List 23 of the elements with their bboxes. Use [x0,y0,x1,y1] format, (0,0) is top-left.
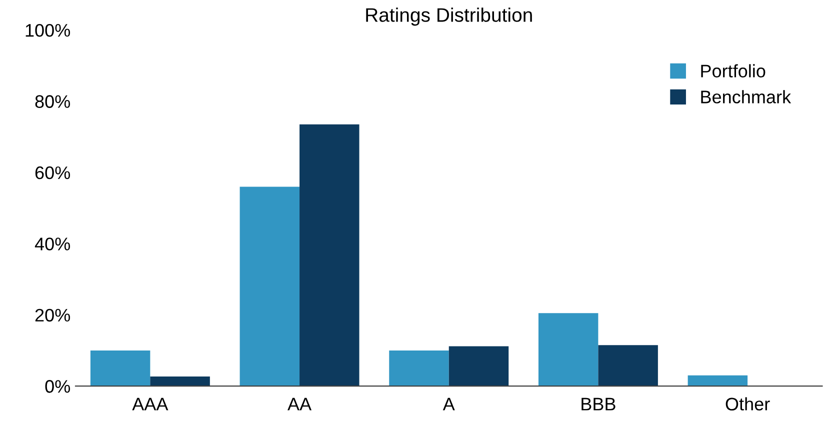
bar [240,186,300,386]
bar [90,350,150,386]
x-tick-label: BBB [582,398,616,410]
y-tick-label: 0% [45,380,70,393]
bar [300,124,360,386]
x-tick-label: AA [288,398,312,410]
chart-title: Ratings Distribution [366,8,532,26]
legend-label: Benchmark [701,90,792,104]
y-tick-label: 80% [35,95,70,108]
bar [150,376,210,386]
y-tick-label: 20% [35,308,70,322]
bar [448,346,509,386]
bar [598,345,658,386]
bar [538,313,598,386]
y-tick-label: 40% [34,238,70,250]
legend-label: Portfolio [701,64,766,78]
x-tick-label: Other [726,397,770,410]
bar [389,350,449,386]
x-tick-label: AAA [132,398,168,410]
y-tick-label: 60% [35,166,70,180]
bar [688,375,748,386]
y-tick-label: 100% [26,24,70,37]
x-tick-label: A [442,398,455,410]
